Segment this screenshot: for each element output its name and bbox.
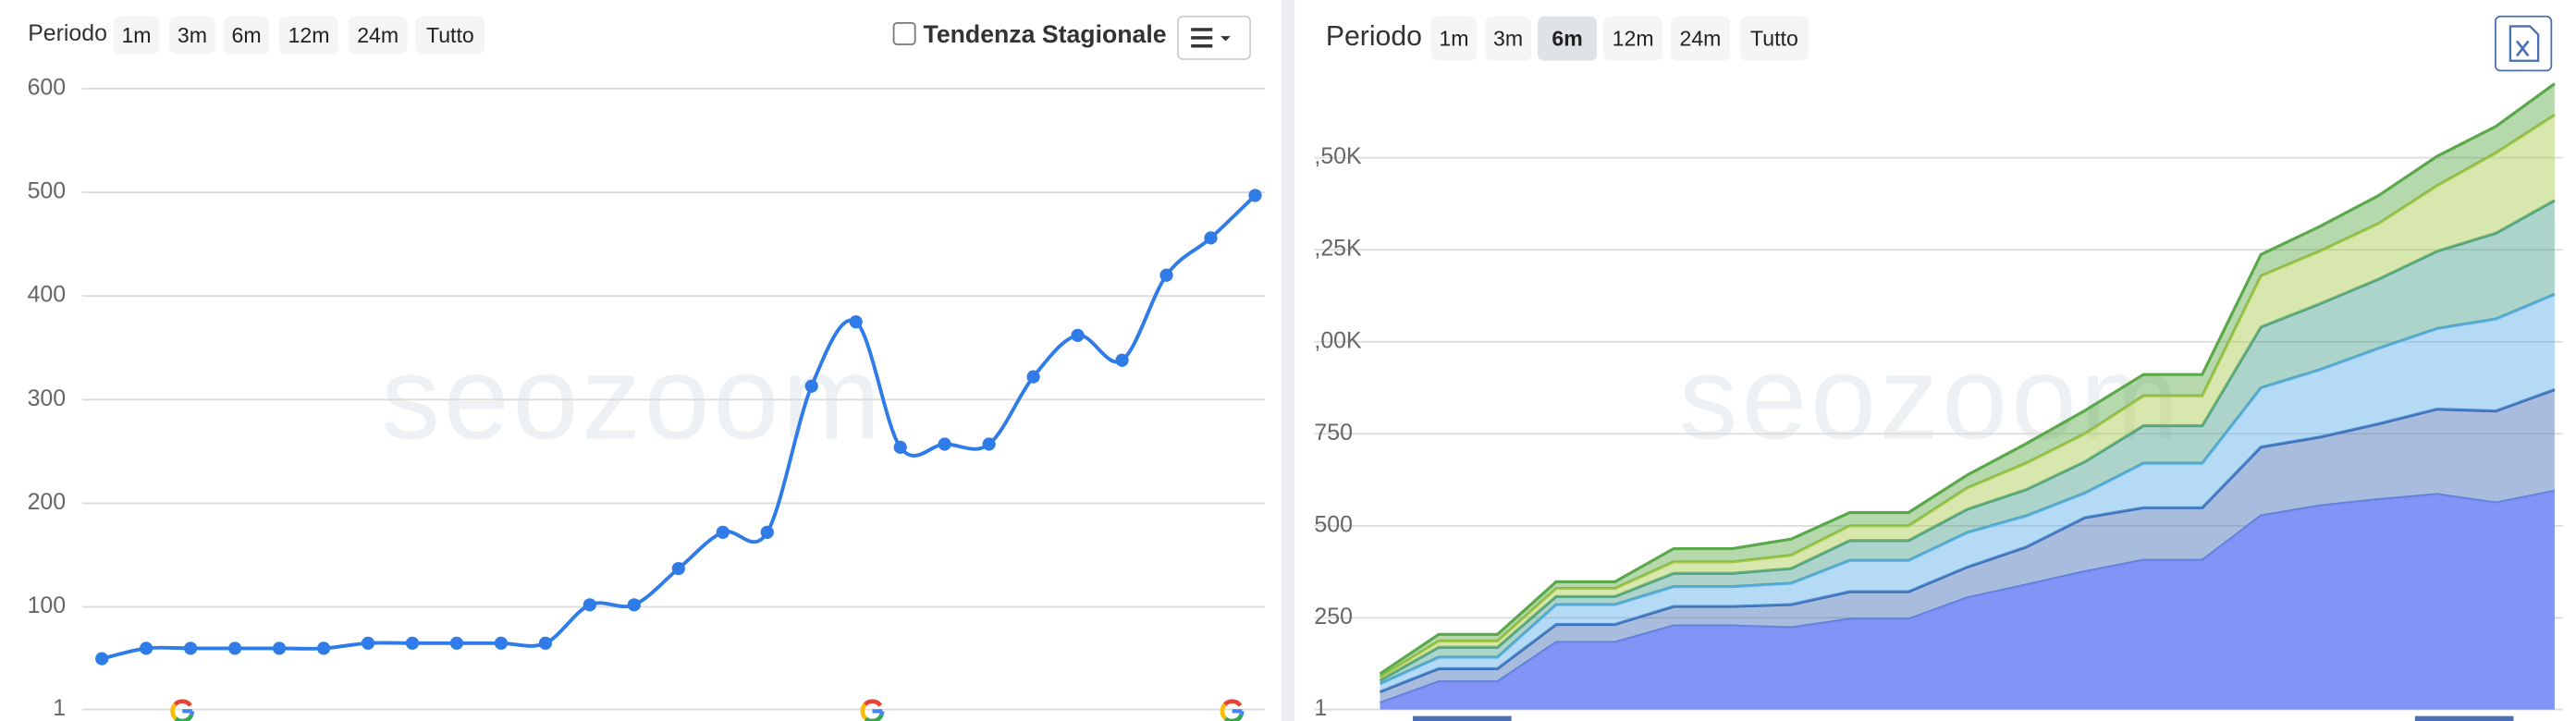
data-point[interactable] (1115, 353, 1129, 367)
checkbox[interactable] (892, 21, 916, 45)
period-button-label[interactable]: 3m (178, 23, 207, 47)
y-tick-label: ,50K (1314, 143, 1362, 169)
panel-divider (1281, 0, 1295, 721)
period-button-label[interactable]: 12m (1613, 27, 1654, 51)
data-point[interactable] (893, 440, 907, 454)
y-tick-label: 300 (28, 385, 66, 411)
y-tick-label: 1 (53, 695, 66, 721)
data-point[interactable] (95, 652, 109, 666)
menu-icon (1191, 28, 1213, 48)
google-icon (172, 699, 192, 707)
period-button-label[interactable]: Tutto (426, 23, 474, 47)
area-line (1379, 292, 2556, 686)
data-point[interactable] (1204, 231, 1218, 245)
data-point[interactable] (494, 636, 509, 650)
period-label: Periodo (28, 20, 107, 46)
period-label: Periodo (1326, 21, 1422, 52)
menu-caret (1221, 36, 1231, 42)
scroll-handle[interactable] (1413, 715, 1512, 721)
y-tick-label: 500 (28, 178, 66, 204)
data-point[interactable] (227, 642, 242, 655)
y-tick-label: 250 (1314, 604, 1352, 629)
google-icon (860, 703, 868, 721)
period-button[interactable] (113, 16, 160, 55)
area-segment (1380, 491, 2555, 710)
data-point[interactable] (671, 561, 685, 576)
period-button[interactable] (348, 16, 408, 55)
period-button-label[interactable]: 12m (288, 23, 330, 47)
watermark: seozoom (381, 332, 884, 464)
y-tick-label: 100 (28, 593, 66, 618)
period-button-label[interactable]: 6m (1552, 27, 1582, 51)
data-point[interactable] (716, 525, 730, 539)
period-button[interactable] (1739, 16, 1809, 61)
export-box[interactable] (2495, 15, 2553, 72)
period-button-label[interactable]: 24m (1680, 27, 1722, 51)
data-point[interactable] (849, 315, 863, 329)
seasonal-toggle[interactable]: Tendenza Stagionale (924, 20, 1167, 48)
area-line (1379, 199, 2556, 682)
period-button-label[interactable]: 1m (1439, 27, 1468, 51)
y-tick-label: ,25K (1314, 236, 1362, 262)
period-button-label[interactable]: 6m (231, 23, 261, 47)
period-button[interactable] (1485, 16, 1531, 61)
y-tick-label: 200 (28, 489, 66, 515)
period-button[interactable] (1430, 16, 1478, 61)
file-icon (2509, 25, 2540, 62)
y-tick-label: 600 (28, 75, 66, 101)
y-tick-label: 1 (1314, 695, 1327, 721)
period-button[interactable] (223, 16, 270, 55)
data-point[interactable] (1071, 328, 1085, 342)
data-point[interactable] (1248, 189, 1262, 202)
data-point[interactable] (804, 379, 818, 393)
google-icon (170, 703, 178, 721)
area-line (1379, 82, 2556, 676)
excel-export[interactable] (2495, 15, 2553, 72)
y-tick-label: ,00K (1314, 327, 1362, 353)
data-point[interactable] (1026, 370, 1040, 384)
data-point[interactable] (583, 598, 596, 612)
period-button[interactable] (279, 16, 339, 55)
google-icon (1220, 703, 1228, 721)
y-tick-label: 400 (28, 282, 66, 308)
area-segment (1380, 389, 2555, 703)
scroll-handle[interactable] (2414, 715, 2514, 721)
data-point[interactable] (184, 642, 198, 655)
period-button[interactable] (1670, 16, 1730, 61)
data-point[interactable] (538, 636, 553, 650)
watermark: seozoom (1679, 332, 2182, 464)
y-tick-label: 500 (1314, 511, 1352, 537)
period-button[interactable] (415, 16, 485, 55)
menu-button[interactable] (1177, 15, 1252, 60)
period-button-label[interactable]: 3m (1493, 27, 1523, 51)
area-line (1379, 388, 2556, 693)
period-button-label[interactable]: 24m (357, 23, 399, 47)
data-point[interactable] (982, 437, 996, 451)
data-point[interactable] (1159, 268, 1173, 282)
area-line (1379, 114, 2556, 678)
area-segment (1380, 294, 2555, 692)
period-button[interactable] (1603, 16, 1663, 61)
x-icon (2515, 40, 2530, 57)
data-point[interactable] (272, 642, 287, 655)
data-point[interactable] (760, 525, 774, 539)
data-point[interactable] (627, 598, 641, 612)
data-point[interactable] (316, 642, 331, 655)
period-button-label[interactable]: 1m (121, 23, 151, 47)
data-point[interactable] (140, 642, 153, 655)
data-point[interactable] (938, 437, 951, 451)
period-button[interactable] (1538, 16, 1598, 61)
google-icon (1222, 699, 1243, 707)
data-point[interactable] (405, 636, 420, 650)
period-button[interactable] (169, 16, 215, 55)
data-point[interactable] (449, 636, 464, 650)
area-line (1379, 489, 2556, 705)
data-point[interactable] (361, 636, 375, 650)
y-tick-label: 750 (1314, 420, 1352, 446)
menu-box[interactable] (1177, 15, 1252, 60)
google-icon (863, 699, 883, 707)
period-button-label[interactable]: Tutto (1750, 27, 1798, 51)
